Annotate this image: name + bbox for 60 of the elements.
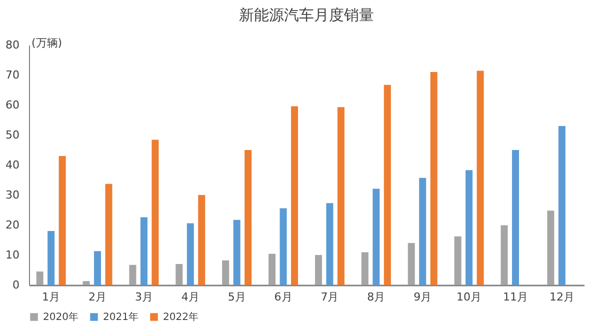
bar bbox=[466, 170, 473, 285]
bar bbox=[140, 217, 148, 285]
bar bbox=[244, 150, 252, 285]
bar bbox=[558, 126, 566, 285]
bar bbox=[176, 264, 183, 285]
bar bbox=[291, 106, 298, 285]
bar bbox=[58, 156, 66, 285]
bar bbox=[361, 252, 368, 285]
bar bbox=[337, 107, 344, 285]
legend-label: 2022年 bbox=[163, 311, 198, 323]
bar bbox=[129, 264, 136, 285]
chart-title: 新能源汽车月度销量 bbox=[239, 6, 374, 24]
y-tick-label: 80 bbox=[6, 38, 20, 52]
x-tick-label: 5月 bbox=[228, 290, 246, 304]
y-tick-label: 60 bbox=[6, 98, 20, 112]
x-tick-label: 10月 bbox=[456, 290, 482, 304]
bar bbox=[280, 208, 287, 285]
bar bbox=[384, 84, 391, 285]
bar bbox=[547, 210, 554, 285]
bar bbox=[82, 281, 90, 285]
bar bbox=[314, 255, 322, 285]
bar bbox=[326, 203, 334, 285]
bar bbox=[36, 272, 44, 285]
bar bbox=[233, 220, 240, 285]
bar bbox=[372, 188, 380, 285]
bar bbox=[222, 260, 230, 285]
x-tick-label: 4月 bbox=[181, 290, 200, 304]
bar bbox=[152, 140, 159, 285]
bar bbox=[512, 150, 519, 285]
bar bbox=[48, 231, 55, 285]
y-axis-title: (万辆) bbox=[32, 36, 62, 50]
bar bbox=[408, 243, 415, 285]
y-tick-label: 20 bbox=[6, 218, 20, 232]
y-tick-label: 50 bbox=[6, 128, 20, 142]
x-tick-label: 11月 bbox=[502, 290, 528, 304]
x-tick-label: 1月 bbox=[42, 290, 60, 304]
x-tick-label: 2月 bbox=[88, 290, 107, 304]
bar bbox=[476, 70, 484, 285]
legend-label: 2021年 bbox=[103, 311, 138, 323]
x-tick-label: 9月 bbox=[414, 290, 432, 304]
bar bbox=[268, 254, 276, 285]
legend-label: 2020年 bbox=[43, 311, 78, 323]
x-tick-label: 7月 bbox=[320, 290, 339, 304]
x-tick-label: 12月 bbox=[549, 290, 574, 304]
x-tick-label: 8月 bbox=[367, 290, 386, 304]
bar bbox=[430, 72, 438, 285]
bar bbox=[500, 225, 508, 285]
bar bbox=[105, 184, 112, 285]
bar bbox=[454, 236, 462, 285]
bar bbox=[186, 223, 194, 285]
y-tick-label: 30 bbox=[6, 188, 20, 202]
y-tick-label: 0 bbox=[12, 278, 20, 292]
bar bbox=[94, 251, 102, 285]
y-tick-label: 70 bbox=[6, 68, 20, 82]
y-tick-label: 40 bbox=[6, 158, 20, 172]
y-tick-label: 10 bbox=[6, 248, 20, 262]
x-tick-label: 3月 bbox=[134, 290, 153, 304]
bar bbox=[419, 178, 426, 285]
x-tick-label: 6月 bbox=[274, 290, 292, 304]
bar bbox=[198, 195, 206, 285]
